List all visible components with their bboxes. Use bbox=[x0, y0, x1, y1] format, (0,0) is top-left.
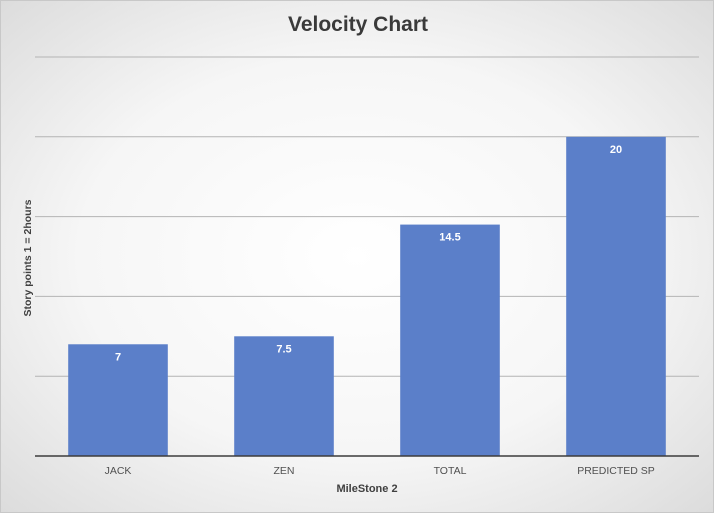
data-label: 14.5 bbox=[439, 232, 460, 244]
x-tick-label: PREDICTED SP bbox=[577, 465, 655, 477]
bar bbox=[566, 136, 666, 457]
data-labels: 7 7.5 14.5 20 bbox=[115, 144, 622, 363]
data-label: 20 bbox=[610, 144, 622, 156]
chart-title: Velocity Chart bbox=[287, 13, 429, 36]
x-tick-label: ZEN bbox=[274, 465, 295, 477]
bar bbox=[234, 336, 334, 456]
bar bbox=[400, 224, 500, 456]
x-tick-label: TOTAL bbox=[434, 465, 467, 477]
x-axis-label: MileStone 2 bbox=[336, 483, 398, 495]
x-tick-label: JACK bbox=[105, 465, 132, 477]
data-label: 7 bbox=[115, 351, 121, 363]
data-label: 7.5 bbox=[276, 343, 291, 355]
bars bbox=[68, 136, 666, 457]
bar bbox=[68, 344, 168, 456]
x-tick-labels: JACK ZEN TOTAL PREDICTED SP bbox=[105, 465, 655, 477]
